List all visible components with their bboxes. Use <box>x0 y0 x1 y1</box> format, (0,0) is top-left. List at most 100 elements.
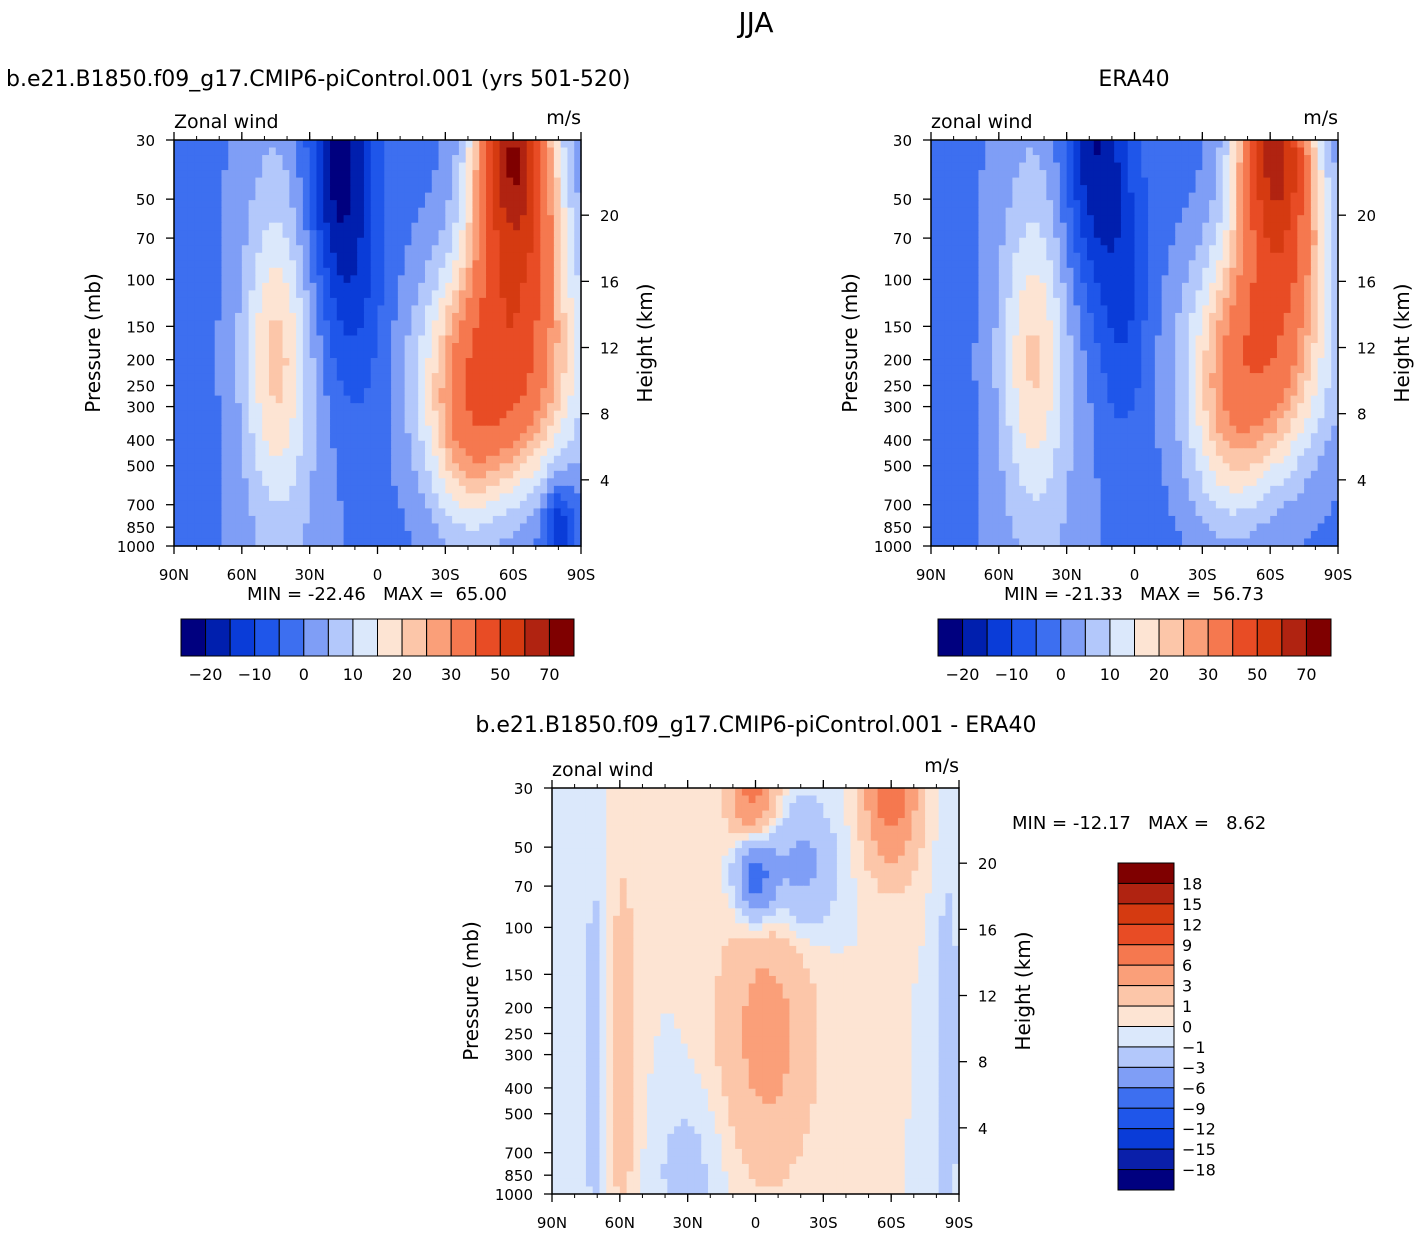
contour-cell <box>201 478 209 487</box>
contour-cell <box>235 215 243 224</box>
contour-cell <box>1297 185 1305 194</box>
contour-cell <box>330 327 338 337</box>
contour-cell <box>553 297 562 307</box>
contour-cell <box>262 508 270 517</box>
contour-cell <box>207 185 216 194</box>
contour-cell <box>1154 140 1163 149</box>
contour-cell <box>418 500 426 510</box>
contour-cell <box>282 373 290 382</box>
contour-cell <box>964 305 973 314</box>
contour-cell <box>513 215 521 224</box>
contour-cell <box>180 508 189 517</box>
contour-cell <box>1175 260 1183 269</box>
contour-cell <box>411 260 419 269</box>
contour-cell <box>424 343 433 352</box>
contour-cell <box>391 388 399 397</box>
contour-cell <box>1080 245 1088 254</box>
contour-cell <box>526 485 535 494</box>
contour-cell <box>255 515 263 525</box>
contour-cell <box>1039 320 1047 329</box>
contour-cell <box>431 478 440 487</box>
contour-cell <box>1025 230 1034 239</box>
contour-cell <box>1087 162 1095 171</box>
contour-cell <box>1236 252 1244 261</box>
contour-cell <box>547 395 555 404</box>
contour-cell <box>397 200 406 209</box>
contour-cell <box>207 230 216 239</box>
contour-cell <box>363 267 372 276</box>
contour-cell <box>1161 170 1170 179</box>
contour-cell <box>1209 297 1217 307</box>
contour-cell <box>452 327 460 337</box>
contour-cell <box>479 388 487 397</box>
contour-cell <box>275 455 284 464</box>
contour-cell <box>458 215 467 224</box>
contour-cell <box>180 365 189 374</box>
contour-cell <box>452 358 460 367</box>
contour-cell <box>499 215 507 224</box>
contour-cell <box>553 538 562 547</box>
contour-cell <box>180 290 189 299</box>
contour-cell <box>248 350 256 359</box>
contour-cell <box>1188 185 1197 194</box>
contour-cell <box>438 290 446 299</box>
contour-cell <box>187 448 195 457</box>
contour-cell <box>445 200 453 209</box>
contour-cell <box>363 297 372 307</box>
contour-cell <box>424 252 433 261</box>
contour-cell <box>1283 140 1292 149</box>
contour-cell <box>235 192 243 201</box>
contour-cell <box>1175 207 1183 216</box>
contour-cell <box>519 358 528 367</box>
contour-cell <box>1154 192 1163 201</box>
contour-cell <box>248 192 256 201</box>
contour-cell <box>513 177 521 186</box>
contour-cell <box>1080 177 1088 186</box>
contour-cell <box>323 207 331 216</box>
contour-cell <box>357 237 365 246</box>
contour-cell <box>262 192 270 201</box>
contour-cell <box>289 222 297 231</box>
contour-cell <box>1249 312 1258 322</box>
contour-cell <box>1087 327 1095 337</box>
panel-obs: ERA40 zonal wind m/s 90N 60N 30N 0 30S 60S 90S… <box>838 67 1414 684</box>
contour-cell <box>560 538 569 547</box>
contour-cell <box>262 282 270 291</box>
contour-cell <box>384 200 392 209</box>
contour-cell <box>1276 192 1285 201</box>
contour-cell <box>1317 320 1326 329</box>
contour-cell <box>248 222 256 231</box>
contour-cell <box>445 500 453 510</box>
height-tick-label: 8 <box>600 406 610 424</box>
contour-cell <box>1270 275 1278 284</box>
contour-cell <box>397 440 406 449</box>
contour-cell <box>486 388 494 397</box>
contour-cell <box>343 252 351 261</box>
contour-cell <box>1107 282 1115 291</box>
contour-cell <box>560 433 569 442</box>
contour-cell <box>268 365 277 374</box>
contour-cell <box>275 485 284 494</box>
contour-cell <box>207 373 216 382</box>
contour-cell <box>248 297 256 307</box>
contour-cell <box>1304 230 1312 239</box>
contour-cell <box>465 493 474 502</box>
contour-cell <box>336 433 345 442</box>
contour-cell <box>350 433 358 442</box>
contour-cell <box>1317 170 1326 179</box>
contour-cell <box>350 245 358 254</box>
contour-cell <box>438 508 446 517</box>
contour-cell <box>1161 312 1170 322</box>
contour-cell <box>499 493 507 502</box>
contour-cell <box>445 275 453 284</box>
contour-cell <box>519 388 528 397</box>
contour-cell <box>1148 170 1156 179</box>
contour-cell <box>201 410 209 419</box>
contour-cell <box>1154 177 1163 186</box>
contour-cell <box>1127 185 1136 194</box>
contour-cell <box>228 222 236 231</box>
contour-cell <box>1093 252 1102 261</box>
contour-cell <box>944 245 952 254</box>
contour-cell <box>1331 237 1339 246</box>
contour-cell <box>553 155 562 164</box>
